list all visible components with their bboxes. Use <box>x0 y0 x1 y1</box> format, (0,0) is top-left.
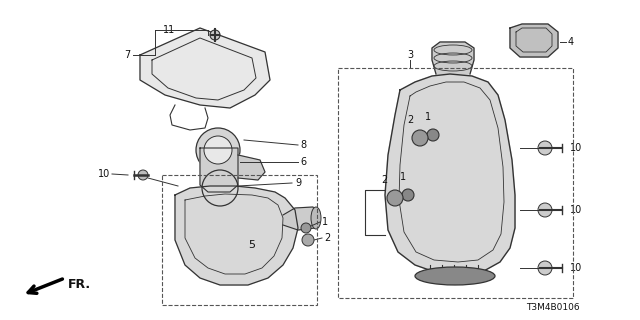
Circle shape <box>196 128 240 172</box>
Text: 3: 3 <box>407 50 413 60</box>
Circle shape <box>210 30 220 40</box>
Ellipse shape <box>311 207 321 229</box>
Text: 7: 7 <box>124 50 130 60</box>
Text: 4: 4 <box>568 37 574 47</box>
Circle shape <box>387 190 403 206</box>
Text: 10: 10 <box>98 169 110 179</box>
Circle shape <box>538 141 552 155</box>
Polygon shape <box>175 186 298 285</box>
Circle shape <box>538 261 552 275</box>
Text: 10: 10 <box>570 205 582 215</box>
Polygon shape <box>510 24 558 57</box>
Text: 1: 1 <box>322 217 328 227</box>
Text: T3M4B0106: T3M4B0106 <box>526 303 580 313</box>
Ellipse shape <box>415 267 495 285</box>
Text: 8: 8 <box>300 140 306 150</box>
Polygon shape <box>283 207 318 230</box>
Text: 6: 6 <box>300 157 306 167</box>
Text: 2: 2 <box>324 233 330 243</box>
Circle shape <box>302 234 314 246</box>
Text: 2: 2 <box>381 175 388 185</box>
Text: FR.: FR. <box>68 277 91 291</box>
Polygon shape <box>200 148 238 192</box>
Circle shape <box>204 136 232 164</box>
Text: 1: 1 <box>425 112 431 122</box>
Polygon shape <box>385 74 515 274</box>
Text: 1: 1 <box>400 172 406 182</box>
Bar <box>338 68 573 298</box>
Text: 10: 10 <box>570 263 582 273</box>
Text: 2: 2 <box>408 115 414 125</box>
Text: 5: 5 <box>248 240 255 250</box>
Circle shape <box>138 170 148 180</box>
Polygon shape <box>238 155 265 180</box>
Circle shape <box>538 203 552 217</box>
Circle shape <box>301 223 311 233</box>
Text: 9: 9 <box>295 178 301 188</box>
Polygon shape <box>140 28 270 108</box>
Bar <box>162 175 317 305</box>
Circle shape <box>412 130 428 146</box>
Text: 10: 10 <box>570 143 582 153</box>
Circle shape <box>427 129 439 141</box>
Text: 11: 11 <box>163 25 175 35</box>
Polygon shape <box>432 42 474 74</box>
Circle shape <box>402 189 414 201</box>
